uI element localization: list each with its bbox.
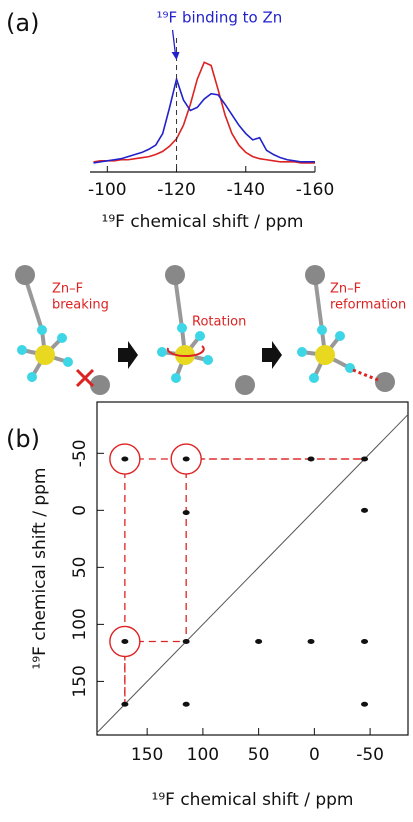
x-tick-label: -160 <box>296 180 335 200</box>
cross-peak <box>361 508 368 513</box>
step-arrow <box>262 341 282 369</box>
y-tick-label: 150 <box>70 665 90 697</box>
step-label: Rotation <box>192 315 246 330</box>
cross-peak <box>183 702 190 707</box>
x-tick-label: 0 <box>309 745 320 765</box>
cross-peak <box>121 457 128 462</box>
step-label: breaking <box>52 298 109 313</box>
break-cross <box>77 370 93 386</box>
x-tick-label: -120 <box>157 180 196 200</box>
cross-peak <box>361 639 368 644</box>
cross-peak <box>183 510 190 515</box>
y-tick-label: 50 <box>70 557 90 579</box>
cross-peak <box>308 457 315 462</box>
cross-peak <box>361 702 368 707</box>
step-label: Zn–F <box>52 282 83 297</box>
cross-peak <box>183 639 190 644</box>
page: (a) (b) <box>0 0 413 822</box>
mechanism-diagram: Zn–F breaking Rotation Zn–F reformation <box>15 265 406 395</box>
spectrum-line <box>93 62 315 163</box>
y-tick-label: 100 <box>70 608 90 640</box>
cross-peak <box>361 457 368 462</box>
x-tick-label: -50 <box>356 745 384 765</box>
cross-peak <box>255 639 262 644</box>
annotation-text: ¹⁹F binding to Zn <box>157 9 283 27</box>
x-tick-label: -140 <box>226 180 265 200</box>
diagonal <box>97 415 408 733</box>
cross-peak <box>121 702 128 707</box>
annotation-arrowhead <box>172 52 180 60</box>
step-labels: Zn–F breaking Rotation Zn–F reformation <box>52 282 406 330</box>
reform-bond <box>353 370 378 380</box>
spectrum-line <box>93 79 315 163</box>
step-label: reformation <box>330 298 406 313</box>
y-axis-label: ¹⁹F chemical shift / ppm <box>30 468 50 670</box>
step-label: Zn–F <box>330 282 361 297</box>
cross-peak <box>183 457 190 462</box>
step-arrow <box>118 341 138 369</box>
x-tick-label: -100 <box>88 180 127 200</box>
annotation-arrow <box>173 30 176 55</box>
x-tick-label: 100 <box>187 745 219 765</box>
x-axis-label: ¹⁹F chemical shift / ppm <box>102 212 304 232</box>
figure: (a) (b) <box>0 0 413 822</box>
cross-peak <box>121 639 128 644</box>
x-tick-label: 50 <box>248 745 270 765</box>
x-axis-label: ¹⁹F chemical shift / ppm <box>152 790 354 810</box>
x-tick-label: 150 <box>131 745 163 765</box>
y-tick-label: -50 <box>70 439 90 467</box>
zn-atoms <box>35 345 335 365</box>
panel-label: (b) <box>6 425 40 453</box>
panel-label: (a) <box>6 9 39 37</box>
y-tick-label: 0 <box>70 505 90 516</box>
cross-peak <box>308 639 315 644</box>
